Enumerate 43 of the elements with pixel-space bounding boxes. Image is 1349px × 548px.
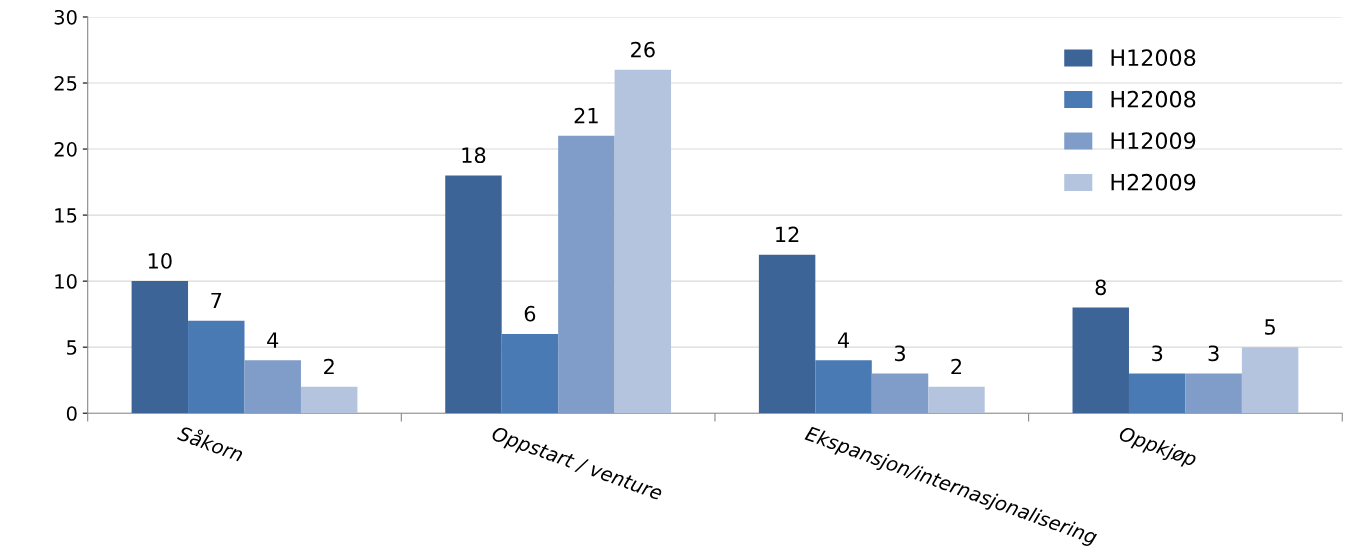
bar bbox=[188, 320, 245, 414]
bar bbox=[815, 360, 872, 414]
bar bbox=[300, 386, 358, 414]
data-label: 26 bbox=[631, 41, 655, 58]
bar bbox=[928, 386, 985, 414]
y-tick-label: 20 bbox=[54, 142, 77, 157]
y-tick-label: 5 bbox=[67, 340, 77, 355]
data-label: 6 bbox=[524, 305, 536, 322]
bar bbox=[501, 333, 559, 414]
bar bbox=[1241, 347, 1299, 414]
data-label: 21 bbox=[574, 107, 598, 124]
data-label: 18 bbox=[462, 147, 486, 164]
data-label: 12 bbox=[776, 226, 799, 243]
legend-label: H12008 bbox=[1111, 49, 1196, 67]
bar bbox=[131, 281, 189, 414]
data-label: 8 bbox=[1095, 279, 1106, 296]
bar bbox=[871, 373, 929, 414]
y-tick-label: 0 bbox=[66, 406, 77, 421]
bar bbox=[758, 254, 816, 414]
data-label: 5 bbox=[1265, 319, 1275, 335]
bar bbox=[1185, 373, 1242, 414]
data-label: 2 bbox=[951, 358, 962, 375]
y-tick-label: 30 bbox=[54, 9, 77, 25]
bar bbox=[614, 69, 672, 414]
data-label: 3 bbox=[894, 345, 905, 362]
bar bbox=[1072, 307, 1129, 414]
y-tick-label: 10 bbox=[55, 274, 77, 289]
data-label: 2 bbox=[324, 358, 334, 375]
bar bbox=[244, 360, 301, 414]
bar bbox=[558, 135, 615, 414]
legend-label: H12009 bbox=[1111, 132, 1196, 150]
legend-label: H22008 bbox=[1111, 90, 1196, 108]
bar bbox=[445, 175, 502, 414]
bar bbox=[1128, 373, 1186, 414]
data-label: 7 bbox=[211, 292, 222, 309]
y-tick-label: 15 bbox=[55, 208, 77, 223]
y-tick-label: 25 bbox=[54, 75, 77, 91]
data-label: 10 bbox=[148, 253, 172, 269]
data-label: 4 bbox=[837, 332, 850, 348]
data-label: 3 bbox=[1208, 345, 1219, 362]
data-label: 4 bbox=[267, 332, 279, 348]
legend-label: H22009 bbox=[1111, 173, 1196, 191]
data-label: 3 bbox=[1152, 345, 1163, 362]
